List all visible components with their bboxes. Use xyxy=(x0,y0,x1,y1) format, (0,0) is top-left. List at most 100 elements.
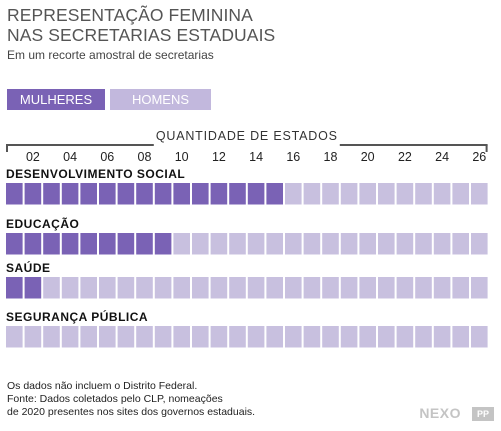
men-cell xyxy=(285,277,302,299)
women-cell xyxy=(117,183,135,205)
chart-subtitle: Em um recorte amostral de secretarias xyxy=(7,48,214,62)
footnote: Os dados não incluem o Distrito Federal.… xyxy=(7,380,256,418)
men-cell xyxy=(396,277,414,299)
men-cell xyxy=(43,326,60,348)
men-cell xyxy=(359,277,376,299)
women-cell xyxy=(136,183,153,205)
men-cell xyxy=(247,277,265,299)
women-cell xyxy=(266,183,283,205)
women-cell xyxy=(80,233,97,255)
men-cell xyxy=(378,233,395,255)
men-cell xyxy=(396,183,414,205)
women-cell xyxy=(99,233,116,255)
men-cell xyxy=(303,326,321,348)
women-cell xyxy=(24,233,42,255)
x-tick-label: 18 xyxy=(324,150,338,164)
category-label: SEGURANÇA PÚBLICA xyxy=(6,309,148,324)
men-cell xyxy=(378,326,395,348)
men-cell xyxy=(471,326,488,348)
men-cell xyxy=(192,326,209,348)
men-cell xyxy=(173,277,190,299)
men-cell xyxy=(80,277,97,299)
men-cell xyxy=(210,277,228,299)
men-cell xyxy=(415,326,432,348)
men-cell xyxy=(340,233,358,255)
men-cell xyxy=(359,183,376,205)
men-cell xyxy=(471,233,488,255)
women-cell xyxy=(229,183,246,205)
men-cell xyxy=(433,326,451,348)
men-cell xyxy=(415,183,432,205)
men-cell xyxy=(192,277,209,299)
men-cell xyxy=(6,326,23,348)
men-cell xyxy=(229,277,246,299)
women-cell xyxy=(61,183,79,205)
men-cell xyxy=(303,277,321,299)
men-cell xyxy=(136,277,153,299)
men-cell xyxy=(359,326,376,348)
men-cell xyxy=(117,326,135,348)
men-cell xyxy=(452,233,469,255)
men-cell xyxy=(340,326,358,348)
men-cell xyxy=(247,326,265,348)
men-cell xyxy=(452,326,469,348)
legend-women-button[interactable]: MULHERES xyxy=(7,89,105,110)
men-cell xyxy=(396,326,414,348)
men-cell xyxy=(154,277,172,299)
x-tick-label: 04 xyxy=(63,150,77,164)
men-cell xyxy=(340,183,358,205)
category-label: EDUCAÇÃO xyxy=(6,216,79,231)
x-tick-label: 22 xyxy=(398,150,412,164)
men-cell xyxy=(378,183,395,205)
men-cell xyxy=(154,326,172,348)
men-cell xyxy=(433,183,451,205)
women-cell xyxy=(99,183,116,205)
nexo-logo: NEXO xyxy=(419,405,461,421)
women-cell xyxy=(154,233,172,255)
women-cell xyxy=(154,183,172,205)
women-cell xyxy=(210,183,228,205)
men-cell xyxy=(303,183,321,205)
men-cell xyxy=(99,326,116,348)
men-cell xyxy=(117,277,135,299)
men-cell xyxy=(471,183,488,205)
chart-title: REPRESENTAÇÃO FEMININA NAS SECRETARIAS E… xyxy=(7,5,275,45)
women-cell xyxy=(117,233,135,255)
x-tick-label: 14 xyxy=(249,150,263,164)
men-cell xyxy=(322,277,339,299)
x-tick-label: 20 xyxy=(361,150,375,164)
women-cell xyxy=(43,183,60,205)
category-label: SAÚDE xyxy=(6,260,51,275)
men-cell xyxy=(396,233,414,255)
women-cell xyxy=(247,183,265,205)
men-cell xyxy=(266,277,283,299)
men-cell xyxy=(24,326,42,348)
men-cell xyxy=(340,277,358,299)
men-cell xyxy=(136,326,153,348)
men-cell xyxy=(322,326,339,348)
men-cell xyxy=(173,326,190,348)
men-cell xyxy=(433,233,451,255)
men-cell xyxy=(266,326,283,348)
men-cell xyxy=(415,277,432,299)
men-cell xyxy=(285,326,302,348)
category-label: DESENVOLVIMENTO SOCIAL xyxy=(6,167,185,181)
chart-title-text: REPRESENTAÇÃO FEMININA NAS SECRETARIAS E… xyxy=(7,5,276,45)
men-cell xyxy=(173,233,190,255)
women-cell xyxy=(80,183,97,205)
men-cell xyxy=(43,277,60,299)
men-cell xyxy=(61,326,79,348)
men-cell xyxy=(359,233,376,255)
legend-men-button[interactable]: HOMENS xyxy=(110,89,211,110)
men-cell xyxy=(192,233,209,255)
men-cell xyxy=(266,233,283,255)
men-cell xyxy=(322,183,339,205)
women-cell xyxy=(173,183,190,205)
men-cell xyxy=(415,233,432,255)
men-cell xyxy=(210,326,228,348)
men-cell xyxy=(229,326,246,348)
men-cell xyxy=(322,233,339,255)
x-tick-label: 12 xyxy=(212,150,226,164)
x-tick-label: 16 xyxy=(286,150,300,164)
men-cell xyxy=(229,233,246,255)
